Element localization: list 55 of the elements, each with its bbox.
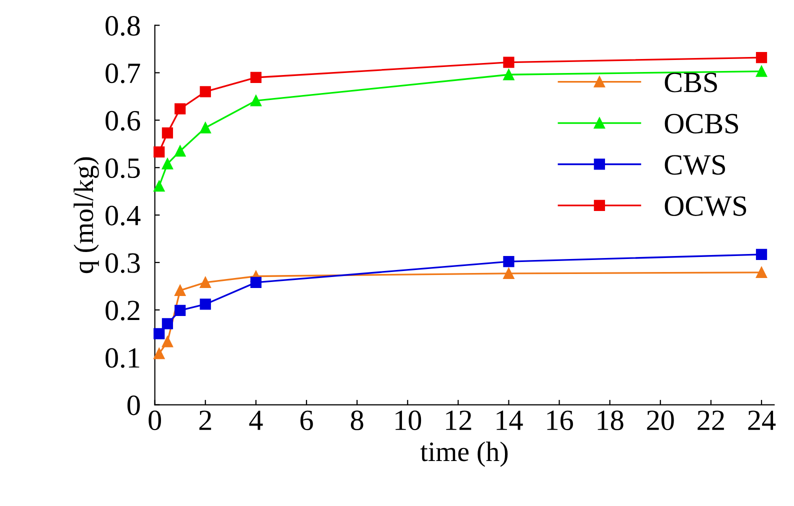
point bbox=[162, 158, 174, 170]
point bbox=[503, 56, 514, 68]
point bbox=[200, 122, 211, 134]
x-tick-label: 24 bbox=[748, 410, 776, 430]
point bbox=[154, 180, 165, 192]
point bbox=[154, 348, 165, 360]
point bbox=[154, 146, 165, 158]
point bbox=[503, 69, 514, 80]
point bbox=[174, 145, 186, 157]
x-axis-title: time (h) bbox=[420, 442, 508, 467]
y-tick-label: 0.5 bbox=[106, 158, 140, 178]
y-tick-label: 0.1 bbox=[106, 348, 140, 368]
x-tick-label: 2 bbox=[199, 410, 212, 430]
y-tick-label: 0.8 bbox=[106, 16, 140, 36]
x-tick-label: 0 bbox=[148, 410, 162, 430]
y-tick-label: 0.2 bbox=[106, 300, 140, 320]
legend-label: CWS bbox=[664, 155, 726, 175]
y-tick-label: 0.6 bbox=[106, 110, 140, 131]
point bbox=[174, 103, 186, 114]
y-tick-label: 0.3 bbox=[106, 253, 140, 274]
point bbox=[250, 72, 262, 84]
x-tick-label: 8 bbox=[350, 410, 364, 430]
point bbox=[756, 52, 768, 64]
point bbox=[174, 304, 186, 316]
point bbox=[162, 318, 174, 330]
point bbox=[162, 336, 174, 348]
x-tick-label: 20 bbox=[647, 410, 674, 430]
point bbox=[756, 266, 768, 278]
point bbox=[503, 268, 514, 279]
point bbox=[250, 95, 262, 106]
point bbox=[756, 248, 768, 260]
x-tick-label: 10 bbox=[396, 410, 422, 430]
x-tick-label: 16 bbox=[547, 410, 573, 430]
x-tick-label: 4 bbox=[249, 410, 263, 430]
point bbox=[503, 256, 514, 268]
x-tick-label: 22 bbox=[698, 410, 724, 430]
x-tick-label: 6 bbox=[300, 410, 313, 430]
point bbox=[200, 86, 211, 98]
point bbox=[162, 127, 174, 139]
y-tick-label: 0.7 bbox=[106, 63, 140, 84]
x-tick-label: 14 bbox=[496, 410, 523, 430]
point bbox=[154, 328, 165, 340]
point bbox=[174, 284, 186, 296]
point bbox=[200, 276, 211, 288]
y-tick-label: 0.4 bbox=[106, 206, 140, 226]
legend-label: CBS bbox=[664, 72, 717, 92]
y-tick-label: 0 bbox=[127, 396, 140, 416]
y-axis-title: q (mol/kg) bbox=[74, 157, 99, 274]
legend-label: OCBS bbox=[664, 114, 738, 134]
x-tick-label: 18 bbox=[598, 410, 624, 430]
point bbox=[756, 66, 768, 77]
point bbox=[200, 298, 211, 310]
x-tick-label: 12 bbox=[446, 410, 472, 430]
legend-label: OCWS bbox=[664, 196, 746, 216]
point bbox=[250, 276, 262, 288]
